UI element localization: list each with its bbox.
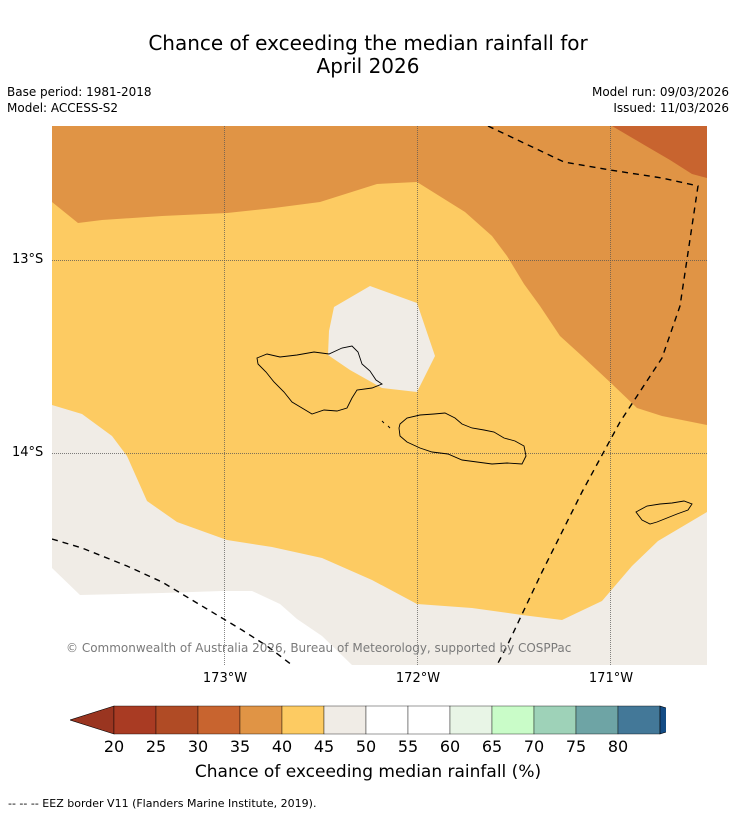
base-period: Base period: 1981-2018 <box>7 85 152 99</box>
colorbar-segment <box>449 705 493 735</box>
colorbar-tick-35: 35 <box>229 737 251 756</box>
colorbar-segment <box>197 705 241 735</box>
colorbar-segment <box>155 705 199 735</box>
lon-label-171w: 171°W <box>588 671 634 686</box>
colorbar-over-triangle <box>659 705 666 735</box>
colorbar-label: Chance of exceeding median rainfall (%) <box>194 762 542 782</box>
colorbar-tick-45: 45 <box>313 737 335 756</box>
region-25-30 <box>612 126 707 178</box>
model-run: Model run: 09/03/2026 <box>591 85 729 99</box>
island-upolu <box>381 412 527 465</box>
issued-date: Issued: 11/03/2026 <box>613 101 729 115</box>
island-tutuila <box>635 500 693 525</box>
colorbar-segment <box>407 705 451 735</box>
model-name: Model: ACCESS-S2 <box>7 101 119 115</box>
eez-footnote: -- -- -- EEZ border V11 (Flanders Marine… <box>8 797 317 810</box>
colorbar-segment <box>113 705 157 735</box>
colorbar-tick-25: 25 <box>145 737 167 756</box>
colorbar-tick-70: 70 <box>523 737 545 756</box>
colorbar-segment <box>365 705 409 735</box>
island-savaii <box>256 345 383 415</box>
colorbar-tick-80: 80 <box>607 737 629 756</box>
region-40-45-patch <box>328 286 435 392</box>
region-45-55 <box>52 568 352 665</box>
lon-label-173w: 173°W <box>202 671 248 686</box>
colorbar-tick-20: 20 <box>103 737 125 756</box>
region-30-35 <box>52 126 707 425</box>
lat-label-13s: 13°S <box>12 252 44 267</box>
colorbar-segment <box>323 705 367 735</box>
colorbar-segment <box>281 705 325 735</box>
colorbar-segment <box>491 705 535 735</box>
map-title-line2: April 2026 <box>316 54 420 78</box>
map-title-line1: Chance of exceeding the median rainfall … <box>148 31 588 55</box>
colorbar-tick-40: 40 <box>271 737 293 756</box>
colorbar-tick-50: 50 <box>355 737 377 756</box>
lon-label-172w: 172°W <box>395 671 441 686</box>
colorbar-segment <box>617 705 661 735</box>
colorbar-segment <box>533 705 577 735</box>
colorbar-tick-75: 75 <box>565 737 587 756</box>
copyright-notice: © Commonwealth of Australia 2026, Bureau… <box>66 641 572 655</box>
eez-border <box>52 126 699 665</box>
colorbar-tick-30: 30 <box>187 737 209 756</box>
colorbar-tick-65: 65 <box>481 737 503 756</box>
colorbar-segment <box>575 705 619 735</box>
colorbar <box>70 705 666 735</box>
lat-label-14s: 14°S <box>12 445 44 460</box>
colorbar-tick-60: 60 <box>439 737 461 756</box>
colorbar-segment <box>239 705 283 735</box>
rainfall-map <box>52 126 707 665</box>
colorbar-tick-55: 55 <box>397 737 419 756</box>
colorbar-under-triangle <box>70 705 115 735</box>
